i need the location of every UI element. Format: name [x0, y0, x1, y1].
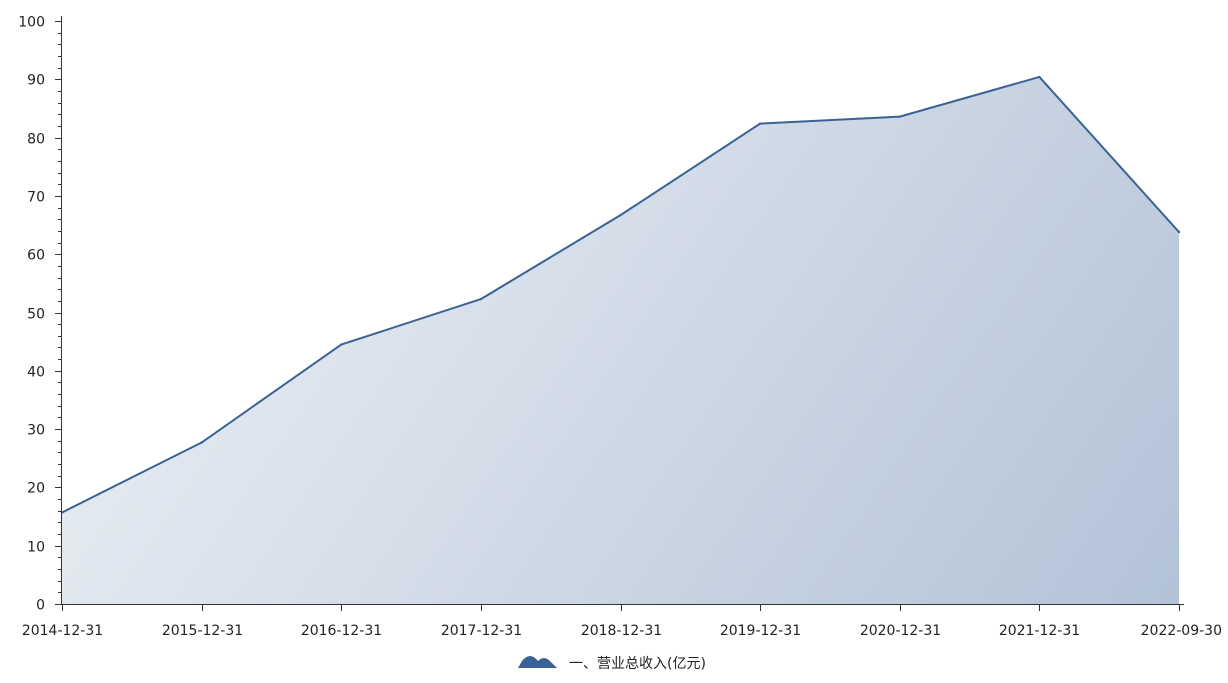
x-tick-label: 2019-12-31	[720, 623, 801, 639]
legend-series-label: 一、营业总收入(亿元)	[569, 656, 706, 672]
y-tick-label: 50	[27, 307, 45, 323]
data-point	[619, 213, 622, 217]
y-tick-label: 20	[27, 481, 45, 497]
y-tick-label: 10	[27, 540, 45, 556]
x-tick-label: 2022-09-30	[1141, 623, 1222, 639]
x-tick-label: 2021-12-31	[999, 623, 1080, 639]
plot-area	[60, 75, 1181, 605]
y-axis: 0 10 20 30 40 50 60 70 80 90 100	[18, 15, 62, 614]
data-point	[898, 115, 901, 118]
x-tick-label: 2016-12-31	[301, 623, 382, 639]
y-tick-label: 30	[27, 423, 45, 439]
data-point	[1038, 75, 1041, 79]
legend[interactable]: 一、营业总收入(亿元)	[518, 656, 706, 672]
data-point	[479, 297, 483, 301]
y-tick-label: 0	[36, 598, 45, 614]
y-tick-label: 100	[18, 15, 45, 31]
x-tick-label: 2015-12-31	[162, 623, 243, 639]
data-point	[1177, 230, 1181, 234]
x-tick-label: 2014-12-31	[22, 623, 103, 639]
y-tick-label: 40	[27, 365, 45, 381]
x-tick-label: 2017-12-31	[441, 623, 522, 639]
x-axis: 2014-12-31 2015-12-31 2016-12-31 2017-12-31…	[22, 604, 1222, 639]
x-tick-label: 2018-12-31	[581, 623, 662, 639]
y-tick-label: 90	[27, 73, 45, 89]
y-tick-label: 80	[27, 132, 45, 148]
data-point	[758, 122, 762, 125]
x-tick-label: 2020-12-31	[860, 623, 941, 639]
area-fill	[62, 76, 1179, 605]
y-tick-label: 60	[27, 248, 45, 264]
y-tick-label: 70	[27, 190, 45, 206]
data-point	[340, 343, 343, 346]
area-series-icon	[518, 656, 557, 668]
data-point	[200, 441, 203, 444]
